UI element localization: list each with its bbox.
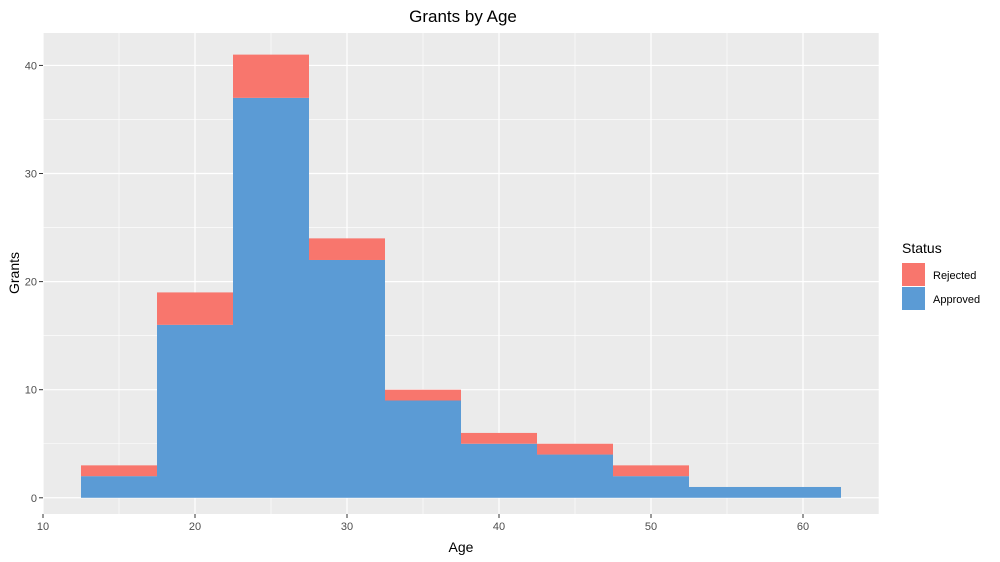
- legend-label-rejected: Rejected: [933, 270, 976, 282]
- legend-title: Status: [902, 240, 942, 256]
- bar-rejected: [81, 465, 157, 477]
- y-tick-label: 30: [25, 169, 37, 181]
- x-tick-label: 40: [493, 521, 505, 533]
- bar-rejected: [233, 54, 309, 98]
- bar-rejected: [461, 432, 537, 444]
- bar-approved: [385, 400, 461, 498]
- x-axis: 10 20 30 40 50 60: [37, 514, 809, 533]
- bar-rejected: [613, 465, 689, 477]
- y-tick-label: 10: [25, 385, 37, 397]
- x-axis-title: Age: [449, 539, 474, 555]
- bar-approved: [81, 476, 157, 498]
- x-tick-label: 10: [37, 521, 49, 533]
- y-tick-label: 0: [31, 493, 37, 505]
- legend-key-approved: [902, 287, 925, 310]
- bars: [81, 54, 841, 498]
- bar-approved: [765, 486, 841, 498]
- legend: Status Rejected Approved: [902, 240, 980, 310]
- bar-approved: [689, 486, 765, 498]
- bar-rejected: [157, 292, 233, 325]
- y-axis: 0 10 20 30 40: [25, 60, 43, 505]
- chart-title: Grants by Age: [409, 7, 517, 26]
- bar-rejected: [385, 389, 461, 401]
- bar-approved: [309, 259, 385, 498]
- y-axis-title: Grants: [6, 252, 22, 294]
- bar-approved: [157, 324, 233, 498]
- bar-rejected: [537, 443, 613, 455]
- x-tick-label: 60: [797, 521, 809, 533]
- bar-approved: [537, 454, 613, 498]
- bar-approved: [461, 443, 537, 498]
- bar-approved: [233, 97, 309, 498]
- legend-key-rejected: [902, 263, 925, 286]
- x-tick-label: 50: [645, 521, 657, 533]
- x-tick-label: 30: [341, 521, 353, 533]
- y-tick-label: 20: [25, 277, 37, 289]
- bar-approved: [613, 476, 689, 498]
- legend-label-approved: Approved: [933, 294, 980, 306]
- bar-rejected: [309, 238, 385, 260]
- y-tick-label: 40: [25, 60, 37, 72]
- x-tick-label: 20: [189, 521, 201, 533]
